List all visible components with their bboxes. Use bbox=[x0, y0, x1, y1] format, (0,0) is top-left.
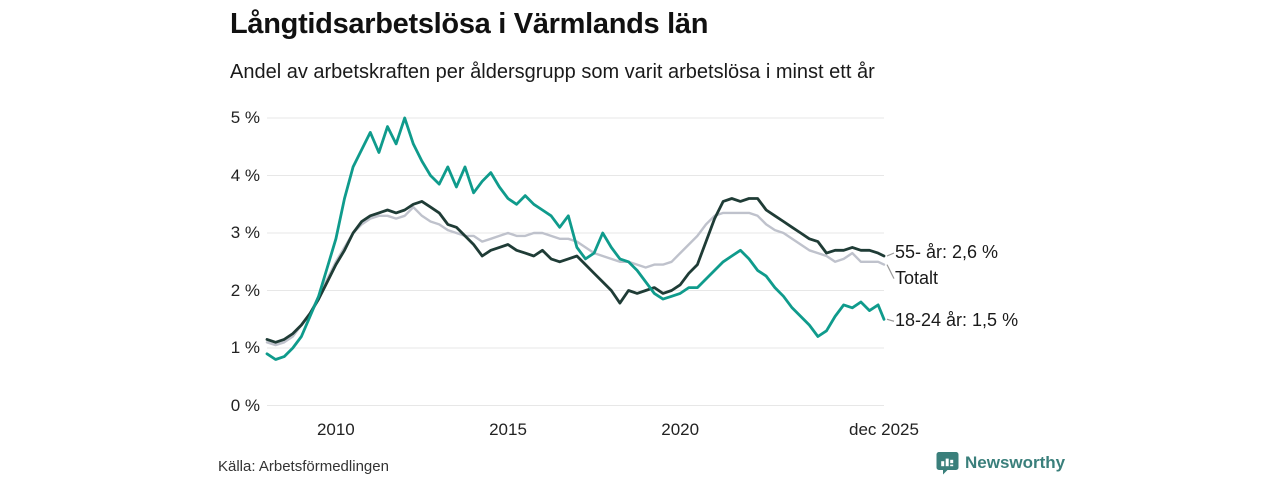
y-tick-label: 1 % bbox=[230, 338, 260, 357]
y-tick-label: 2 % bbox=[230, 280, 260, 300]
y-tick-label: 0 % bbox=[230, 395, 260, 415]
x-tick-label: 2020 bbox=[661, 420, 700, 439]
end-label-Totalt: Totalt bbox=[895, 267, 939, 288]
x-tick-label: 2010 bbox=[316, 420, 355, 439]
newsworthy-bubble-chart-icon bbox=[936, 451, 959, 475]
end-label-connector bbox=[886, 264, 895, 279]
series-line-18-24r bbox=[265, 116, 886, 361]
chart-subtitle: Andel av arbetskraften per åldersgrupp s… bbox=[230, 61, 875, 83]
y-tick-label: 5 % bbox=[230, 108, 260, 127]
page-title: Långtidsarbetslösa i Värmlands län bbox=[230, 8, 709, 40]
end-label-connector bbox=[886, 318, 895, 322]
end-label-55-r: 55- år: 2,6 % bbox=[895, 242, 999, 262]
end-label-connector bbox=[886, 252, 895, 257]
x-tick-label: 2015 bbox=[489, 420, 527, 439]
y-tick-label: 4 % bbox=[230, 165, 260, 185]
series-line-Totalt bbox=[265, 205, 886, 347]
newsworthy-logo: Newsworthy bbox=[936, 451, 1065, 475]
y-tick-label: 3 % bbox=[230, 223, 260, 242]
x-tick-label: dec 2025 bbox=[849, 420, 919, 439]
newsworthy-wordmark: Newsworthy bbox=[965, 453, 1066, 472]
source-text: Källa: Arbetsförmedlingen bbox=[218, 458, 389, 475]
end-label-18-24r: 18-24 år: 1,5 % bbox=[895, 310, 1019, 331]
series-line-55-r bbox=[265, 197, 886, 344]
